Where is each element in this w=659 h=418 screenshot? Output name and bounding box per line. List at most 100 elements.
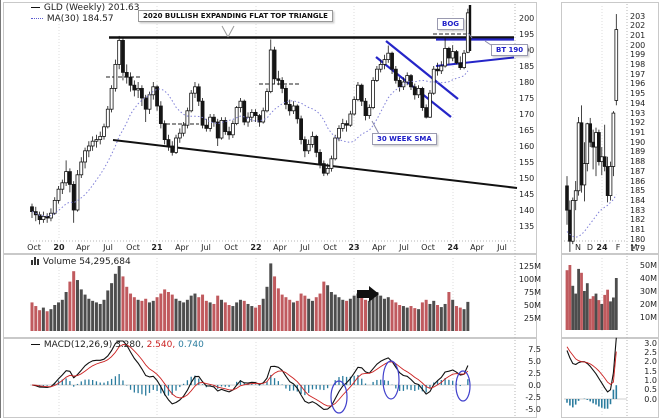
- date-label: Apr: [76, 243, 90, 252]
- candlestick-icon: [31, 7, 40, 8]
- date-label: D: [586, 243, 594, 252]
- tick-label: 203: [630, 11, 646, 21]
- date-label: Apr: [175, 243, 189, 252]
- tick-label: 10M: [639, 312, 657, 322]
- tick-label: 3.0: [644, 338, 657, 348]
- tick-label: 140: [519, 205, 535, 215]
- date-label: Oct: [224, 243, 238, 252]
- date-label: Jul: [300, 243, 310, 252]
- symbol-legend-text: GLD (Weekly) 201.63: [43, 3, 140, 13]
- tick-label: 187: [630, 166, 646, 176]
- tick-label: 0.5: [644, 385, 657, 395]
- date-label: M: [630, 243, 638, 252]
- date-label: 24: [447, 243, 459, 252]
- macd-legend: MACD(12,26,9) 3.280, 2.540, 0.740: [31, 340, 204, 350]
- tick-label: 202: [630, 21, 646, 31]
- ma-line-swatch: [31, 18, 43, 19]
- macd-line-swatch: [31, 344, 40, 345]
- tick-label: 200: [519, 13, 535, 23]
- tick-label: 155: [519, 157, 535, 167]
- date-label: Jul: [103, 243, 113, 252]
- tick-label: 125M: [518, 261, 541, 271]
- tick-label: 145: [519, 189, 535, 199]
- tick-label: 191: [630, 127, 646, 137]
- tick-label: -5.0: [525, 404, 541, 414]
- volume-bars-icon: [31, 257, 39, 265]
- tick-label: 185: [630, 186, 646, 196]
- tick-label: 5.0: [528, 356, 541, 366]
- date-label: Apr: [273, 243, 287, 252]
- date-label: Oct: [323, 243, 337, 252]
- tick-label: 189: [630, 147, 646, 157]
- tick-label: 1.5: [644, 366, 657, 376]
- date-label: Oct: [126, 243, 140, 252]
- tick-label: 75M: [523, 287, 541, 297]
- callout-bog[interactable]: BOG: [437, 18, 465, 30]
- tick-label: 170: [519, 109, 535, 119]
- tick-label: 2.5: [644, 347, 657, 357]
- tick-label: 179: [630, 244, 646, 254]
- tick-label: 190: [630, 137, 646, 147]
- tick-label: 198: [630, 60, 646, 70]
- tick-label: 2.0: [644, 357, 657, 367]
- tick-label: 200: [630, 40, 646, 50]
- date-label: N: [575, 243, 581, 252]
- tick-label: 7.5: [528, 344, 541, 354]
- tick-label: 194: [630, 98, 646, 108]
- tick-label: 185: [519, 61, 535, 71]
- volume-legend-text: Volume 54,295,684: [42, 257, 131, 267]
- tick-label: 135: [519, 221, 535, 231]
- date-label: 22: [250, 243, 262, 252]
- date-label: Oct: [421, 243, 435, 252]
- callout-30wsma[interactable]: 30 WEEK SMA: [372, 133, 437, 145]
- ma-legend-text: MA(30) 184.57: [46, 14, 114, 24]
- date-label: Jul: [399, 243, 409, 252]
- tick-label: 181: [630, 225, 646, 235]
- date-label: Apr: [372, 243, 386, 252]
- tick-label: 186: [630, 176, 646, 186]
- macd-signal-value: 2.540,: [146, 340, 176, 350]
- tick-label: -2.5: [525, 392, 541, 402]
- tick-label: 150: [519, 173, 535, 183]
- tick-label: 165: [519, 125, 535, 135]
- price-panel-main: [3, 2, 537, 254]
- macd-hist-value: 0.740: [178, 340, 204, 350]
- tick-label: 50M: [639, 260, 657, 270]
- macd-panel-main: [3, 338, 537, 418]
- tick-label: 160: [519, 141, 535, 151]
- date-label: Jul: [201, 243, 211, 252]
- tick-label: 100M: [518, 274, 541, 284]
- tick-label: 0.0: [528, 380, 541, 390]
- date-label: Oct: [27, 243, 41, 252]
- volume-legend: Volume 54,295,684: [31, 256, 131, 267]
- tick-label: 1.0: [644, 375, 657, 385]
- tick-label: 2.5: [528, 368, 541, 378]
- tick-label: 201: [630, 30, 646, 40]
- tick-label: 188: [630, 157, 646, 167]
- tick-label: 25M: [523, 313, 541, 323]
- callout-triangle[interactable]: 2020 BULLISH EXPANDING FLAT TOP TRIANGLE: [138, 10, 333, 22]
- symbol-legend: GLD (Weekly) 201.63: [31, 3, 140, 13]
- date-label: 21: [151, 243, 163, 252]
- date-label: 20: [53, 243, 65, 252]
- tick-label: 184: [630, 195, 646, 205]
- ma-legend: MA(30) 184.57: [31, 14, 114, 24]
- tick-label: 40M: [639, 273, 657, 283]
- tick-label: 199: [630, 50, 646, 60]
- tick-label: 193: [630, 108, 646, 118]
- tick-label: 20M: [639, 299, 657, 309]
- date-label: 23: [348, 243, 360, 252]
- tick-label: 182: [630, 215, 646, 225]
- tick-label: 183: [630, 205, 646, 215]
- tick-label: 195: [519, 29, 535, 39]
- tick-label: 50M: [523, 300, 541, 310]
- tick-label: 196: [630, 79, 646, 89]
- tick-label: 30M: [639, 286, 657, 296]
- callout-bt190[interactable]: BT 190: [491, 44, 529, 56]
- date-label: Jul: [497, 243, 507, 252]
- date-label: F: [615, 243, 621, 252]
- tick-label: 175: [519, 93, 535, 103]
- tick-label: 197: [630, 69, 646, 79]
- date-label: Apr: [470, 243, 484, 252]
